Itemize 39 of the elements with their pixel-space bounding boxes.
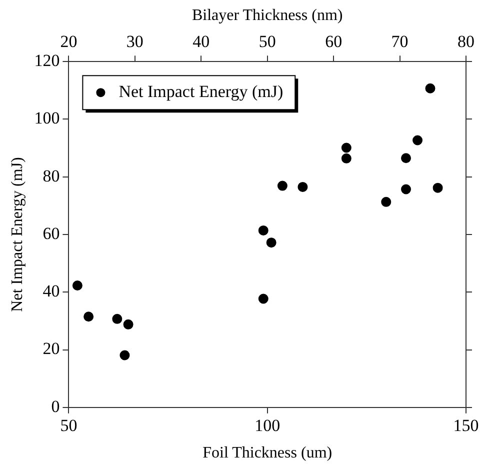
y-axis-title: Net Impact Energy (mJ) <box>8 157 26 312</box>
x2-axis-title: Bilayer Thickness (nm) <box>192 6 343 24</box>
y-tick-label: 60 <box>42 224 60 243</box>
y-tick-label: 80 <box>42 166 60 186</box>
y-tick-label: 20 <box>42 339 60 358</box>
point <box>277 180 288 191</box>
point <box>401 153 412 164</box>
point <box>341 142 352 153</box>
y-tick-label: 0 <box>51 396 60 416</box>
point <box>432 182 443 193</box>
x2-tick-label: 70 <box>391 32 408 51</box>
y-tick-label: 40 <box>42 282 60 301</box>
point <box>381 196 392 207</box>
x2-tick-label: 50 <box>258 32 276 51</box>
point <box>266 238 276 248</box>
x-tick-label: 100 <box>254 416 280 436</box>
point <box>84 312 94 322</box>
x2-tick-label: 60 <box>325 32 342 51</box>
x2-tick-label: 20 <box>60 32 78 51</box>
point <box>112 314 122 324</box>
x2-tick-label: 80 <box>458 32 474 51</box>
point <box>425 83 436 94</box>
point <box>72 280 82 291</box>
x-tick-label: 150 <box>453 416 479 436</box>
point <box>258 225 268 236</box>
y-tick-label: 120 <box>34 51 60 70</box>
x-axis-title: Foil Thickness (um) <box>202 444 332 462</box>
point <box>401 184 412 194</box>
point <box>412 135 423 146</box>
x2-tick-label: 40 <box>192 32 210 51</box>
x-tick-label: 50 <box>60 416 78 436</box>
y-tick-label: 100 <box>34 108 60 128</box>
point <box>258 294 268 304</box>
legend-label: Net Impact Energy (mJ) <box>118 82 284 102</box>
point <box>120 350 130 360</box>
x2-tick-label: 30 <box>126 32 144 51</box>
point <box>123 319 134 330</box>
point <box>341 153 352 164</box>
point <box>298 182 308 192</box>
